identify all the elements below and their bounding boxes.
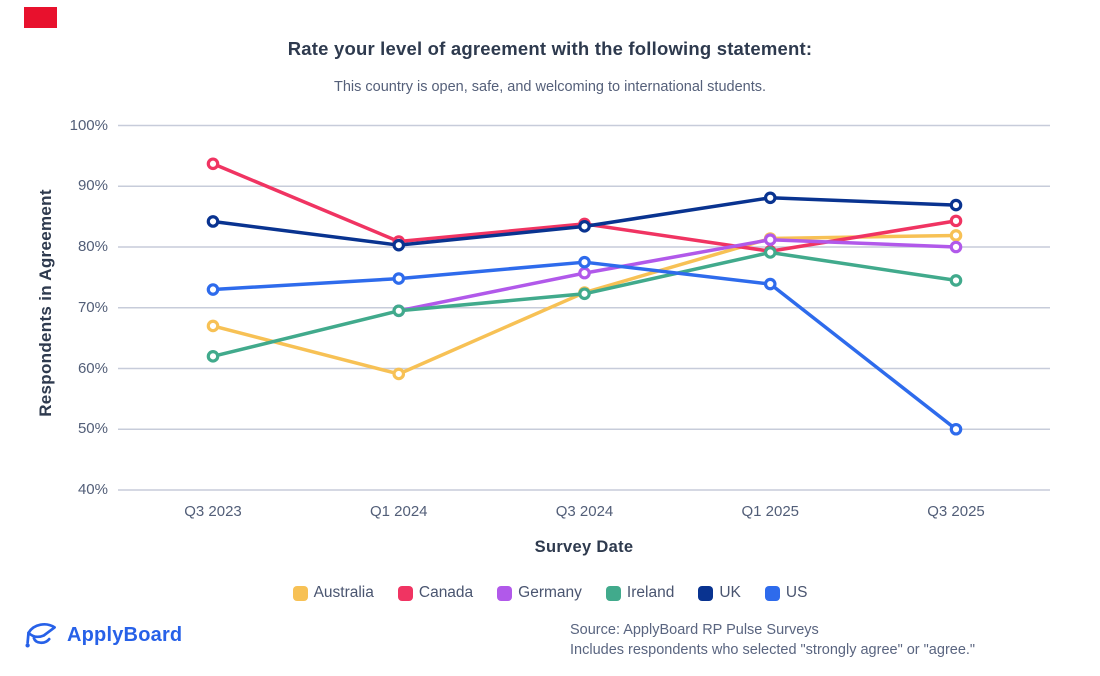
legend-item-ireland: Ireland xyxy=(605,584,675,602)
y-axis-title: Respondents in Agreement xyxy=(36,189,55,417)
data-point-ireland-q3-2025 xyxy=(949,274,963,287)
legend-item-canada: Canada xyxy=(397,584,474,602)
series-line-canada xyxy=(211,162,958,254)
source-note: Source: ApplyBoard RP Pulse Surveys Incl… xyxy=(570,620,975,660)
data-point-us-q1-2025 xyxy=(763,277,777,291)
legend-label-uk: UK xyxy=(719,584,741,601)
data-point-uk-q1-2025 xyxy=(763,191,777,205)
logo-text: ApplyBoard xyxy=(67,624,183,646)
legend-label-australia: Australia xyxy=(313,584,374,601)
x-axis-tick-label: Q3 2024 xyxy=(555,503,614,520)
x-axis-title: Survey Date xyxy=(534,538,634,556)
source-line-1: Source: ApplyBoard RP Pulse Surveys xyxy=(570,622,819,638)
legend-swatch-australia xyxy=(292,585,308,601)
legend-swatch-us xyxy=(764,585,780,601)
applyboard-logo: ApplyBoard xyxy=(24,620,182,651)
data-point-ireland-q1-2024 xyxy=(392,304,406,318)
data-point-ireland-q3-2023 xyxy=(206,350,220,363)
data-point-ireland-q1-2025 xyxy=(763,246,777,259)
data-point-australia-q3-2025 xyxy=(949,229,963,242)
red-indicator-badge xyxy=(24,7,57,28)
data-point-ireland-q3-2024 xyxy=(578,287,591,301)
y-axis-tick-label: 60% xyxy=(77,359,108,377)
data-point-australia-q1-2024 xyxy=(392,367,406,381)
data-point-uk-q3-2024 xyxy=(578,220,591,233)
y-axis-tick-label: 50% xyxy=(77,420,108,438)
legend-label-us: US xyxy=(785,584,808,601)
chart-title: Rate your level of agreement with the fo… xyxy=(287,38,813,59)
data-point-us-q1-2024 xyxy=(392,272,406,285)
data-point-uk-q3-2023 xyxy=(206,215,220,228)
legend-swatch-ireland xyxy=(605,585,621,601)
y-axis-tick-label: 90% xyxy=(77,177,108,195)
y-axis-tick-label: 40% xyxy=(77,481,108,498)
legend-item-australia: Australia xyxy=(292,584,374,602)
data-point-uk-q1-2024 xyxy=(392,238,406,252)
data-point-us-q3-2023 xyxy=(206,283,220,296)
x-axis-tick-label: Q3 2023 xyxy=(184,503,242,520)
legend-item-uk: UK xyxy=(698,584,741,602)
y-axis-tick-label: 100% xyxy=(69,116,108,134)
chart-subtitle: This country is open, safe, and welcomin… xyxy=(333,79,767,95)
series-line-germany xyxy=(397,237,958,313)
legend-label-canada: Canada xyxy=(418,584,474,601)
chart-legend: Australia Canada Germany Ireland UK US xyxy=(0,584,1100,602)
x-axis-tick-label: Q1 2025 xyxy=(741,503,800,520)
x-axis-tick-label: Q1 2024 xyxy=(369,503,428,520)
legend-item-us: US xyxy=(764,584,808,602)
data-point-germany-q3-2025 xyxy=(949,240,963,254)
data-point-germany-q1-2025 xyxy=(763,233,777,247)
graduation-cap-icon xyxy=(25,623,56,648)
legend-swatch-germany xyxy=(497,585,513,601)
data-point-australia-q3-2023 xyxy=(206,319,220,333)
y-axis-tick-label: 80% xyxy=(77,238,108,255)
source-line-2: Includes respondents who selected "stron… xyxy=(570,642,976,658)
data-point-canada-q3-2025 xyxy=(949,214,963,228)
legend-label-ireland: Ireland xyxy=(626,584,675,601)
legend-label-germany: Germany xyxy=(518,584,582,601)
y-axis-tick-label: 70% xyxy=(77,298,108,316)
data-point-uk-q3-2025 xyxy=(949,198,963,212)
data-point-us-q3-2025 xyxy=(949,422,963,436)
legend-swatch-canada xyxy=(397,585,413,601)
legend-item-germany: Germany xyxy=(497,584,582,602)
legend-swatch-uk xyxy=(698,585,714,601)
x-axis-tick-label: Q3 2025 xyxy=(927,503,985,520)
data-point-us-q3-2024 xyxy=(578,255,591,269)
data-point-canada-q3-2023 xyxy=(206,157,220,171)
data-point-germany-q3-2024 xyxy=(578,266,591,280)
